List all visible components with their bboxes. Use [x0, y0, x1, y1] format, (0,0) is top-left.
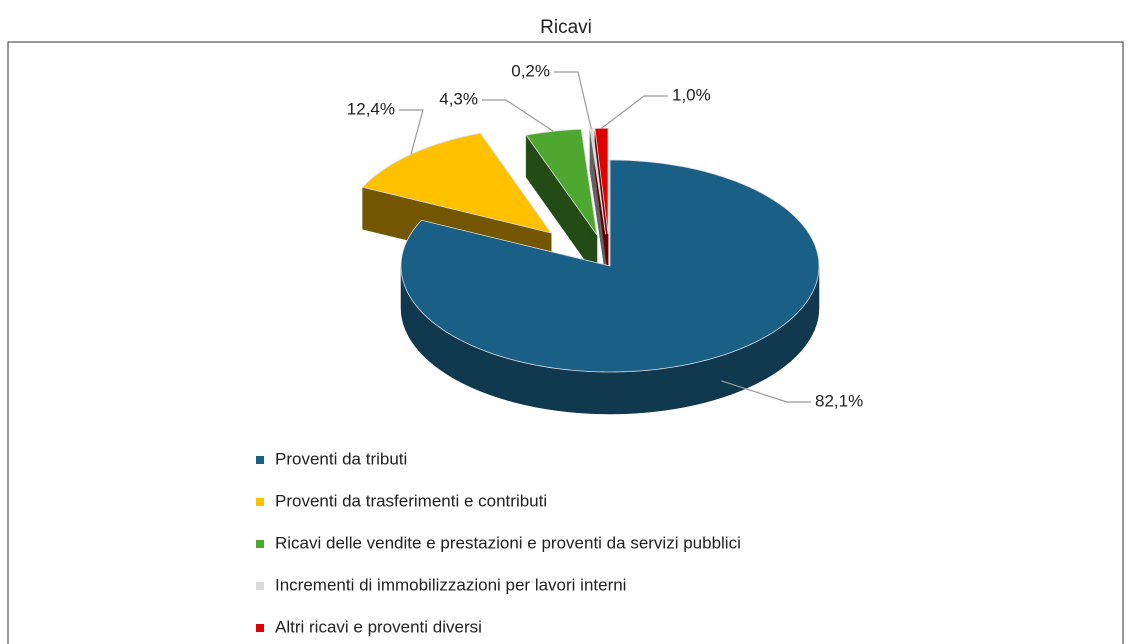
legend-label: Ricavi delle vendite e prestazioni e pro…: [275, 533, 741, 552]
data-label: 0,2%: [511, 61, 550, 80]
leader-line: [399, 109, 424, 155]
slice: [361, 132, 553, 234]
legend-swatch: [256, 456, 264, 464]
legend-label: Proventi da trasferimenti e contributi: [275, 491, 547, 510]
leader-line: [601, 95, 668, 129]
data-label: 4,3%: [439, 89, 478, 108]
leader-line: [721, 380, 811, 403]
data-label: 82,1%: [815, 391, 863, 410]
legend-swatch: [256, 498, 264, 506]
pie-tops: [361, 127, 820, 373]
leader-line: [554, 71, 592, 129]
legend-label: Altri ricavi e proventi diversi: [275, 617, 482, 636]
data-label: 1,0%: [672, 85, 711, 104]
slice: [400, 159, 820, 373]
chart-title: Ricavi: [540, 17, 592, 38]
slice: [525, 128, 598, 236]
legend-swatch: [256, 624, 264, 632]
legend-swatch: [256, 540, 264, 548]
legend-label: Proventi da tributi: [275, 449, 407, 468]
legend-label: Incrementi di immobilizzazioni per lavor…: [275, 575, 626, 594]
legend-swatch: [256, 582, 264, 590]
data-label: 12,4%: [347, 99, 395, 118]
leader-line: [482, 99, 554, 132]
